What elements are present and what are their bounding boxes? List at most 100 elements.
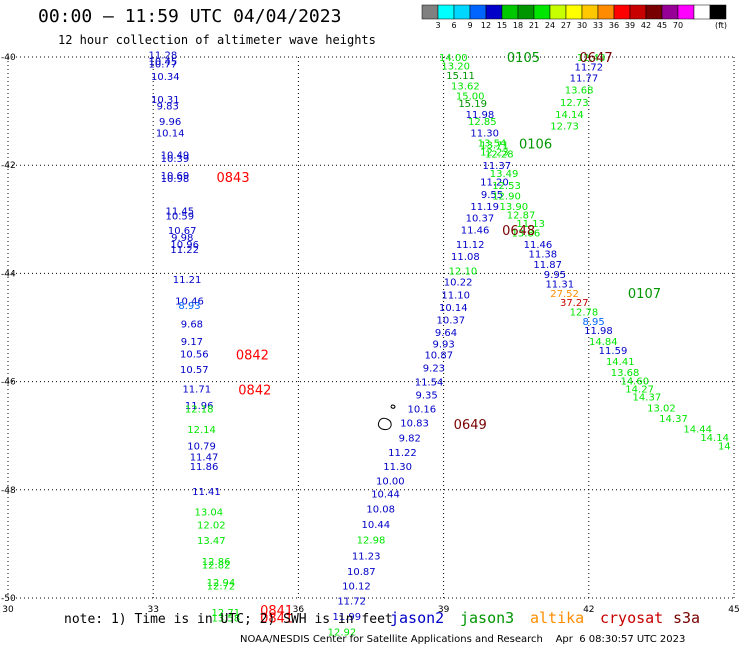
swh-value-label: 10.57 (180, 365, 209, 376)
swh-value-label: 11.10 (441, 290, 470, 301)
swh-value-label: 9.64 (435, 328, 457, 339)
swh-value-label: 12.23 (480, 148, 509, 159)
swh-value-label: 10.69 (161, 171, 190, 182)
swh-value-label: 11.12 (456, 240, 485, 251)
swh-value-label: 10.59 (165, 212, 194, 223)
swh-value-label: 14.37 (659, 414, 688, 425)
swh-value-label: 9.95 (544, 270, 566, 281)
y-tick-label: -44 (1, 269, 16, 279)
colorbar-legend: 3 6 9 12 15 18 21 24 27 30 33 36 39 42 45 70 (421, 4, 727, 30)
swh-value-label: 11.22 (170, 245, 199, 256)
swh-value-label: 11.21 (173, 275, 202, 286)
swh-value-label: 10.49 (161, 150, 190, 161)
swh-value-label: 9.93 (432, 340, 454, 351)
swh-value-label: 12.43 (577, 53, 606, 64)
swh-value-label: 10.31 (151, 95, 180, 106)
swh-value-label: 13.71 (480, 141, 509, 152)
swh-value-label: 11.98 (584, 326, 613, 337)
colorbar-label: 30 (577, 21, 587, 30)
chart-subtitle: 12 hour collection of altimeter wave hei… (58, 33, 376, 47)
colorbar-label: 42 (641, 21, 651, 30)
y-tick-label: -42 (1, 161, 16, 171)
swh-value-label: 10.37 (437, 315, 466, 326)
swh-value-label: 11.37 (483, 161, 512, 172)
swh-value-label: 13.68 (565, 85, 594, 96)
swh-value-label: 14.27 (625, 385, 654, 396)
swh-value-label: 9.98 (171, 233, 193, 244)
swh-value-label: 12.10 (449, 267, 478, 278)
pass-time-label: 0841 (260, 611, 293, 626)
swh-value-label: 14.00 (439, 53, 468, 64)
pass-time-label: 0842 (238, 384, 271, 399)
swh-value-label: 11.19 (470, 202, 499, 213)
colorbar-swatch (709, 4, 727, 20)
colorbar-label: 3 (435, 21, 440, 30)
swh-value-label: 12.85 (468, 117, 497, 128)
swh-value-label: 13.62 (451, 82, 480, 93)
swh-value-label: 11.23 (352, 551, 381, 562)
swh-value-label: 10.96 (170, 240, 199, 251)
pass-time-label: 0842 (236, 349, 269, 364)
x-tick-label: 42 (583, 605, 594, 615)
swh-value-label: 11.87 (533, 260, 562, 271)
swh-value-label: 12.92 (328, 628, 357, 639)
swh-value-label: 12.73 (550, 122, 579, 133)
colorbar-label: 12 (481, 21, 491, 30)
swh-value-label: 11.98 (466, 110, 495, 121)
swh-value-label: 13.47 (197, 536, 226, 547)
colorbar-swatch (677, 4, 695, 20)
swh-value-label: 11.72 (337, 597, 366, 608)
colorbar-label: 6 (451, 21, 456, 30)
colorbar-swatch (693, 4, 711, 20)
legend-jason3: jason3 (460, 609, 515, 627)
swh-value-label: 13.49 (490, 169, 519, 180)
swh-value-label: 11.72 (574, 63, 603, 74)
swh-value-label: 12.86 (202, 557, 231, 568)
island-outline (377, 404, 396, 431)
swh-value-label: 10.16 (407, 405, 436, 416)
swh-value-label: 10.56 (180, 349, 209, 360)
x-tick-label: 36 (293, 605, 305, 615)
colorbar-swatch (517, 4, 535, 20)
swh-value-label: 15.00 (456, 91, 485, 102)
axis-ticks: 30 33 36 39 42 45 -40 -42 -44 -46 -48 -50 (1, 53, 740, 615)
swh-value-label: 8.95 (583, 317, 605, 328)
colorbar-swatch (485, 4, 503, 20)
colorbar-swatch (597, 4, 615, 20)
swh-value-label: 15.19 (458, 99, 487, 110)
y-tick-label: -48 (1, 486, 16, 496)
swh-value-label: 12.71 (211, 608, 240, 619)
swh-value-label: 11.45 (165, 207, 194, 218)
swh-value-label: 10.83 (400, 419, 429, 430)
swh-value-label: 9.55 (481, 190, 503, 201)
swh-value-label: 11.30 (470, 129, 499, 140)
swh-value-label: 10.67 (168, 226, 197, 237)
swh-value-label: 37.27 (560, 298, 589, 309)
swh-value-label: 10.34 (151, 72, 180, 83)
swh-value-label: 10.44 (362, 520, 391, 531)
swh-value-label: 12.02 (197, 520, 226, 531)
x-tick-label: 33 (147, 605, 158, 615)
colorbar-label: 15 (497, 21, 507, 30)
y-tick-label: -50 (1, 594, 16, 604)
swh-value-label: 9.17 (181, 337, 203, 348)
swh-value-label: 12.53 (492, 181, 521, 192)
swh-value-label: 11.08 (451, 252, 480, 263)
page-title: 00:00 – 11:59 UTC 04/04/2023 (38, 6, 342, 27)
swh-value-label: 11.22 (388, 448, 417, 459)
colorbar-label: 36 (609, 21, 619, 30)
swh-value-label: 27.52 (550, 289, 579, 300)
swh-value-label: 9.83 (157, 102, 179, 113)
legend-altika: altika (530, 609, 585, 627)
swh-value-label: 9.35 (416, 391, 438, 402)
swh-value-label: 10.08 (366, 505, 395, 516)
swh-value-label: 11.71 (182, 385, 211, 396)
swh-value-label: 13.90 (499, 202, 528, 213)
y-tick-label: -40 (1, 53, 16, 63)
swh-value-label: 12.87 (507, 210, 536, 221)
pass-time-label: 0841 (260, 604, 293, 619)
swh-value-label: 11.47 (190, 452, 219, 463)
swh-value-label: 10.87 (347, 567, 376, 578)
pass-time-label: 0105 (507, 51, 540, 66)
